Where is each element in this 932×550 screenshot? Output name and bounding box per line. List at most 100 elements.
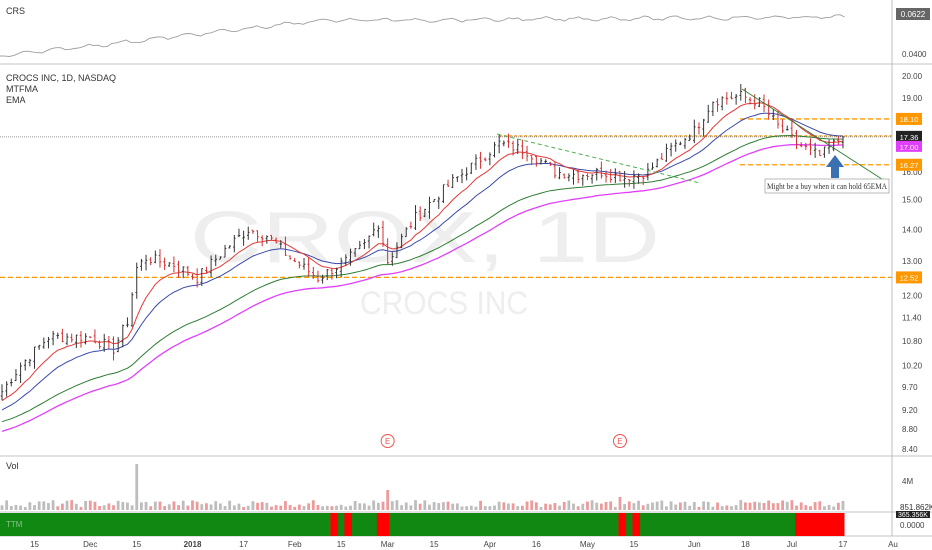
- price-bar: [493, 141, 496, 158]
- price-tick-label: 10.20: [902, 362, 923, 371]
- earnings-marker[interactable]: [380, 434, 395, 448]
- volume-bar: [767, 500, 771, 510]
- volume-bar: [84, 501, 88, 510]
- volume-bar: [609, 501, 613, 510]
- ema-badge-label: 17.00: [900, 143, 919, 152]
- price-bar: [251, 229, 255, 234]
- volume-bar: [65, 500, 69, 510]
- price-bar: [679, 141, 682, 146]
- x-tick-label: 17: [839, 540, 848, 549]
- volume-bar: [581, 503, 585, 510]
- price-bar: [697, 122, 701, 135]
- price-pane[interactable]: CROX, 1D CROCS INC 20.0019.0018.0017.001…: [0, 72, 923, 454]
- volume-bar: [42, 501, 46, 510]
- price-bar: [497, 134, 501, 154]
- volume-bar: [61, 503, 64, 510]
- volume-bar: [469, 505, 473, 510]
- x-tick-label: May: [580, 540, 595, 549]
- price-tick-label: 9.70: [902, 383, 918, 392]
- price-bar: [307, 257, 310, 278]
- volume-bar: [474, 506, 478, 510]
- volume-bar: [321, 506, 325, 510]
- volume-bar: [520, 505, 524, 510]
- volume-bar: [293, 506, 297, 510]
- last-price-badge: [896, 130, 922, 143]
- volume-bar: [344, 506, 348, 510]
- downtrend-line[interactable]: [741, 88, 889, 184]
- volume-bar: [548, 504, 552, 510]
- volume-bar: [23, 506, 27, 510]
- volume-bar: [762, 502, 766, 510]
- x-tick-label: Jul: [787, 540, 797, 549]
- price-tick-label: 10.80: [902, 337, 923, 346]
- volume-bar: [19, 505, 22, 510]
- price-bar: [688, 134, 691, 142]
- volume-bar: [186, 505, 190, 510]
- volume-bar: [674, 504, 678, 510]
- price-tick-label: 8.40: [902, 445, 918, 454]
- price-bar: [748, 96, 752, 105]
- x-tick-label: 15: [30, 540, 39, 549]
- volume-bar: [242, 506, 246, 510]
- price-bar: [5, 381, 8, 397]
- volume-bar: [753, 501, 757, 510]
- level-badge-label: 16.27: [900, 161, 919, 170]
- price-bar: [562, 173, 566, 179]
- band-red: [344, 513, 352, 536]
- price-bar: [799, 142, 803, 148]
- volume-bar: [404, 502, 408, 510]
- crs-title: CRS: [6, 6, 25, 16]
- volume-bar: [836, 502, 840, 510]
- price-bar: [349, 248, 352, 266]
- volume-bar: [813, 502, 817, 510]
- volume-bar: [818, 501, 822, 510]
- annotation-box[interactable]: [764, 178, 890, 194]
- price-bar: [623, 170, 626, 188]
- volume-bar: [191, 500, 194, 510]
- price-bar: [321, 274, 324, 284]
- crs-pane: CRS 0.0622 0.0400: [0, 6, 930, 59]
- price-bar: [163, 257, 166, 270]
- volume-bar: [218, 503, 222, 510]
- volume-bar: [730, 506, 733, 510]
- volume-bar: [660, 500, 664, 510]
- price-bar: [772, 109, 775, 121]
- volume-bar: [102, 505, 106, 510]
- price-tick-label: 11.40: [902, 314, 922, 323]
- volume-bar: [799, 502, 803, 510]
- volume-bar: [51, 500, 55, 510]
- volume-bar: [483, 506, 487, 510]
- price-bar: [28, 358, 32, 367]
- price-bar: [734, 93, 738, 105]
- earnings-marker[interactable]: [612, 434, 627, 448]
- volume-bar: [98, 505, 101, 510]
- volume-bar: [623, 504, 627, 510]
- price-bar: [358, 240, 362, 250]
- volume-bar: [748, 502, 752, 510]
- price-bar: [465, 167, 468, 181]
- price-bar: [88, 336, 92, 339]
- volume-bar: [488, 506, 492, 510]
- candles: [0, 84, 845, 401]
- price-bar: [325, 268, 329, 281]
- volume-bar: [809, 506, 812, 510]
- volume-secondary-badge: [896, 511, 930, 518]
- volume-bar: [47, 503, 50, 510]
- volume-bar: [172, 501, 176, 510]
- price-bar: [674, 139, 678, 152]
- volume-bar: [804, 505, 808, 510]
- volume-secondary-value: 365.356K: [898, 512, 928, 519]
- volume-bar: [339, 504, 343, 510]
- price-bar: [627, 179, 631, 187]
- price-bar: [154, 250, 157, 264]
- price-tick-label: 8.80: [902, 425, 918, 434]
- volume-bar: [311, 500, 315, 510]
- volume-bar: [641, 505, 645, 510]
- price-bar: [832, 138, 836, 152]
- volume-bar: [562, 502, 566, 510]
- price-bar: [126, 317, 129, 328]
- price-bar: [335, 267, 338, 279]
- price-bar: [312, 266, 315, 279]
